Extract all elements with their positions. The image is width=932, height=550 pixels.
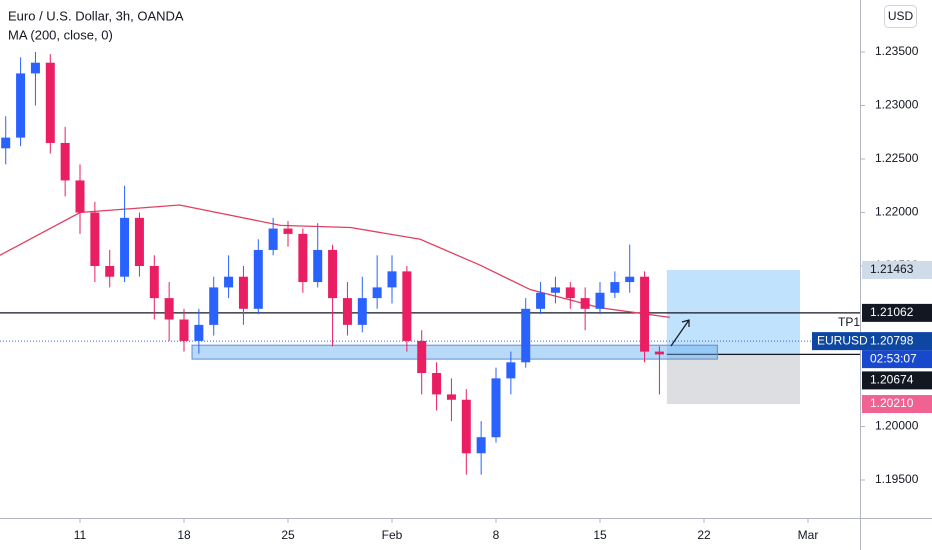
entry-price-label: 1.20674 [870, 373, 914, 387]
tp-label: TP1 [838, 315, 860, 329]
stop-zone [666, 354, 800, 405]
x-tick-label: 8 [493, 528, 500, 542]
candle-body [432, 373, 442, 395]
candle-body [610, 282, 620, 293]
candle-body [640, 276, 650, 352]
candle-body [372, 287, 382, 299]
candle-body [476, 437, 486, 454]
x-tick-label: 11 [74, 528, 87, 542]
candle-body [90, 212, 100, 267]
current-price-label: 1.20798 [870, 333, 914, 347]
y-tick-label: 1.22000 [875, 205, 919, 219]
candle-body [595, 292, 605, 309]
candle-body [461, 399, 471, 454]
target-price-label: 1.21463 [870, 262, 914, 276]
currency-button[interactable] [884, 5, 917, 28]
candle-body [342, 298, 352, 325]
candle-body [313, 249, 323, 283]
resistance-price-label: 1.21062 [870, 305, 914, 319]
candle-body [268, 228, 278, 250]
currency-button-label[interactable]: USD [888, 9, 914, 23]
candle-body [60, 142, 70, 181]
x-tick-label: Feb [382, 528, 403, 542]
candle-body [357, 298, 367, 325]
candle-body [179, 319, 189, 341]
candle-body [164, 298, 174, 320]
countdown-bg [862, 350, 932, 369]
candle-body [134, 217, 144, 267]
moving-average [0, 204, 670, 319]
candle-body [45, 62, 55, 143]
target-price-label-bg [862, 260, 932, 279]
arrow [670, 319, 690, 347]
target-zone [666, 269, 800, 355]
candle-body [580, 298, 590, 309]
candle-body [194, 324, 204, 341]
candle-body [625, 276, 635, 283]
candle-body [75, 180, 85, 213]
candle-body [565, 287, 575, 299]
y-tick-label: 1.23500 [875, 44, 919, 58]
x-tick-label: Mar [798, 528, 819, 542]
resistance-price-label-bg [862, 303, 932, 322]
candle-body [446, 394, 456, 400]
candle-body [491, 378, 501, 438]
candle-body [209, 287, 219, 325]
x-tick-label: 15 [593, 528, 607, 542]
candle-body [536, 292, 546, 309]
x-tick-label: 18 [177, 528, 191, 542]
candle-body [521, 308, 531, 363]
candle-body [253, 249, 263, 309]
candle-body [506, 362, 516, 379]
y-tick-label: 1.22500 [875, 151, 919, 165]
candle-body [224, 276, 234, 288]
chart-title: Euro / U.S. Dollar, 3h, OANDA [8, 8, 184, 23]
candle-body [16, 73, 26, 138]
candle-body [105, 266, 115, 277]
candle-body [149, 266, 159, 299]
candle-body [298, 233, 308, 283]
stop-price-label: 1.20210 [870, 396, 914, 410]
y-tick-label: 1.19500 [875, 472, 919, 486]
candle-body [387, 271, 397, 288]
candle-body [1, 137, 11, 149]
plot-area [0, 52, 860, 475]
candle-body [417, 340, 427, 374]
symbol-tag-bg [812, 332, 932, 351]
support-zone [191, 344, 718, 360]
x-tick-label: 25 [281, 528, 295, 542]
candle-body [654, 351, 664, 355]
countdown: 02:53:07 [870, 351, 917, 365]
stop-price-label-bg [862, 395, 932, 414]
candle-body [238, 276, 248, 309]
indicator-legend: MA (200, close, 0) [8, 27, 113, 42]
candle-body [402, 271, 412, 341]
entry-price-label-bg [862, 371, 932, 390]
candle-body [30, 62, 40, 74]
candle-body [283, 228, 293, 234]
candle-body [328, 249, 338, 299]
y-tick-label: 1.23000 [875, 98, 919, 112]
y-tick-label: 1.20000 [875, 419, 919, 433]
candle-body [120, 217, 130, 277]
candle-body [550, 287, 560, 293]
symbol-tag: EURUSD [817, 333, 868, 347]
x-tick-label: 22 [697, 528, 711, 542]
